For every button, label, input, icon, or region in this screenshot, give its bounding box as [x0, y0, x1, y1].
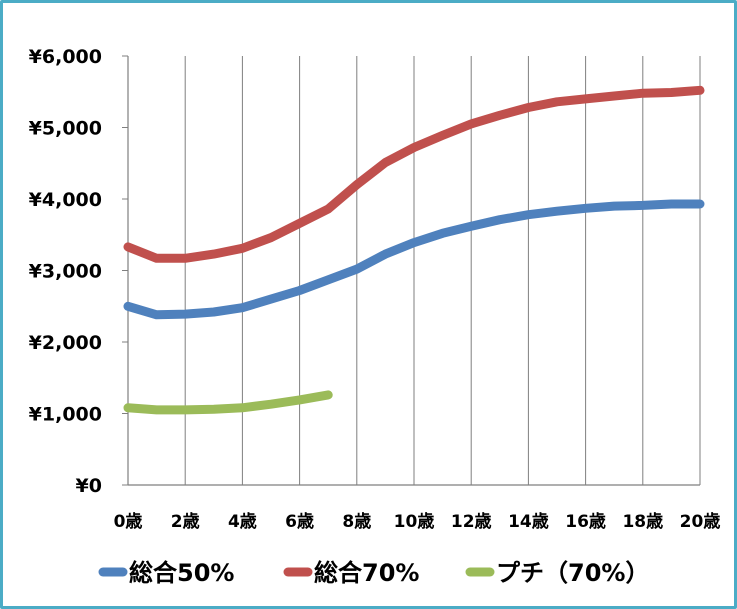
x-tick-label: 4歳	[228, 511, 257, 532]
x-tick-label: 18歳	[622, 511, 663, 532]
gridlines	[127, 56, 701, 485]
x-tick-label: 0歳	[114, 511, 143, 532]
x-axis-ticks: 0歳 2歳 4歳 6歳 8歳 10歳 12歳 14歳 16歳 18歳 20歳	[114, 511, 721, 532]
y-axis-ticks: ¥0 ¥1,000 ¥2,000 ¥3,000 ¥4,000 ¥5,000 ¥6,000	[29, 46, 128, 497]
y-tick-label: ¥2,000	[29, 332, 102, 354]
legend: 総合50% 総合70% プチ（70%）	[98, 559, 649, 587]
y-tick-label: ¥6,000	[29, 46, 102, 68]
series-line-3	[123, 390, 333, 415]
y-tick-label: ¥1,000	[29, 404, 102, 426]
series-line-1	[123, 199, 705, 320]
x-tick-label: 16歳	[565, 511, 606, 532]
legend-label-1: 総合50%	[129, 559, 234, 587]
x-tick-label: 14歳	[508, 511, 549, 532]
legend-label-2: 総合70%	[314, 559, 419, 587]
x-tick-label: 10歳	[394, 511, 435, 532]
x-tick-label: 6歳	[285, 511, 314, 532]
x-tick-label: 2歳	[171, 511, 200, 532]
x-tick-label: 8歳	[342, 511, 371, 532]
legend-label-3: プチ（70%）	[496, 559, 649, 587]
x-tick-label: 20歳	[680, 511, 721, 532]
y-tick-label: ¥5,000	[29, 118, 102, 140]
y-tick-label: ¥0	[76, 475, 102, 497]
x-tick-label: 12歳	[451, 511, 492, 532]
series-lines	[123, 85, 705, 415]
series-line-2	[123, 85, 705, 263]
y-tick-label: ¥4,000	[29, 189, 102, 211]
y-tick-label: ¥3,000	[29, 261, 102, 283]
